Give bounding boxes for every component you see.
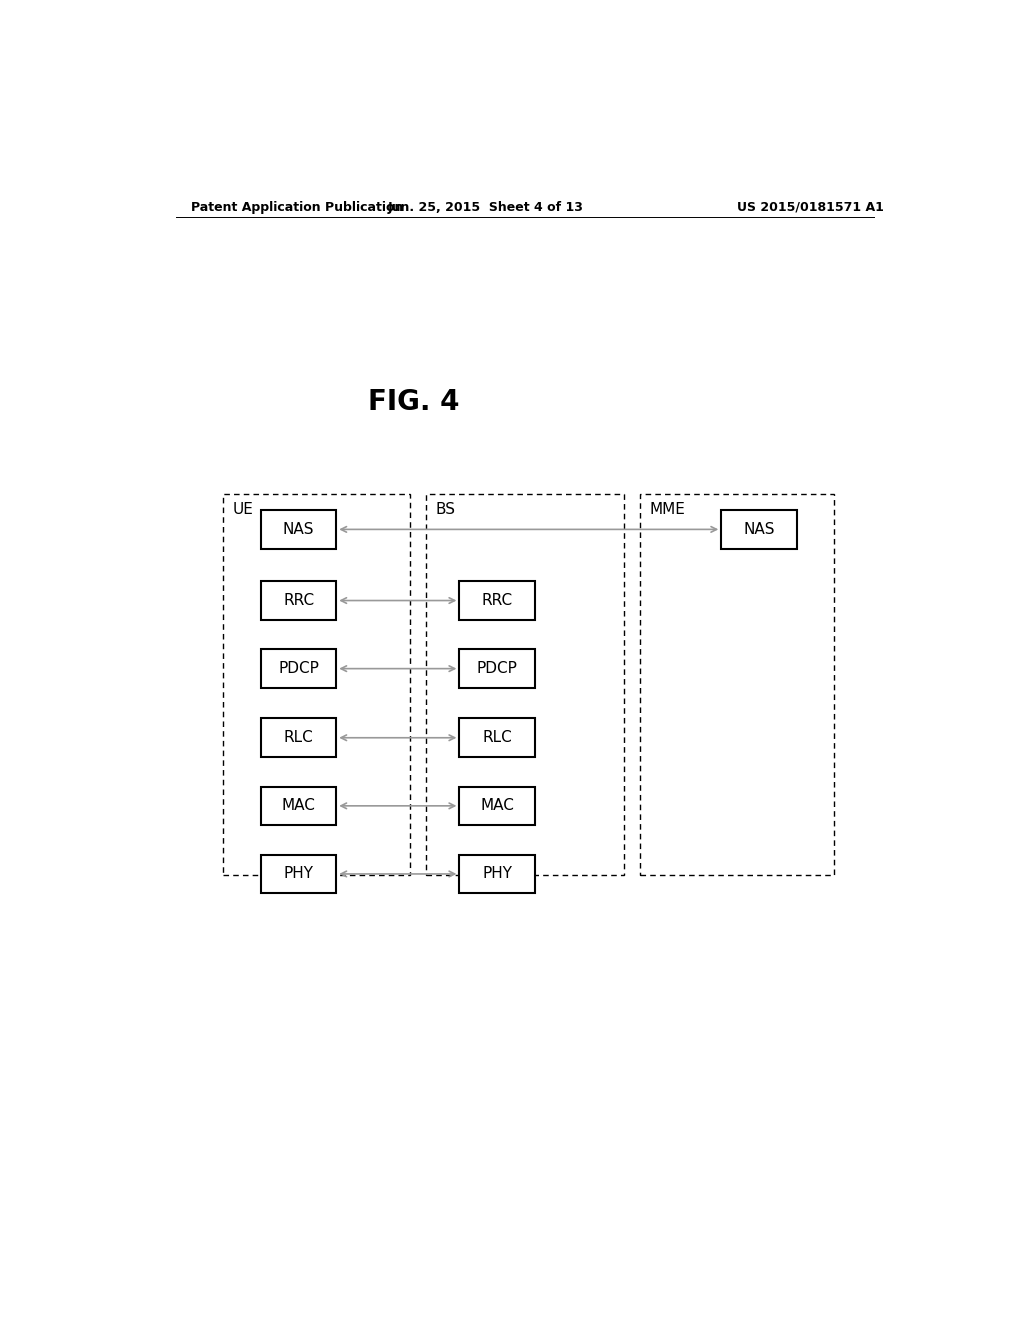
Text: RRC: RRC bbox=[481, 593, 513, 609]
Bar bbox=[261, 649, 336, 688]
Bar bbox=[640, 494, 835, 875]
Bar bbox=[261, 787, 336, 825]
Bar bbox=[261, 854, 336, 894]
Text: Patent Application Publication: Patent Application Publication bbox=[191, 201, 403, 214]
Bar bbox=[460, 787, 535, 825]
Text: BS: BS bbox=[435, 502, 455, 517]
Bar bbox=[261, 581, 336, 620]
Text: RLC: RLC bbox=[482, 730, 512, 746]
Bar bbox=[261, 718, 336, 758]
Text: PHY: PHY bbox=[482, 866, 512, 882]
Text: RLC: RLC bbox=[284, 730, 313, 746]
Text: PDCP: PDCP bbox=[476, 661, 517, 676]
Text: US 2015/0181571 A1: US 2015/0181571 A1 bbox=[737, 201, 884, 214]
Bar bbox=[223, 494, 410, 875]
Text: MAC: MAC bbox=[480, 799, 514, 813]
Text: NAS: NAS bbox=[283, 521, 314, 537]
Text: PHY: PHY bbox=[284, 866, 313, 882]
Bar bbox=[460, 854, 535, 894]
Bar bbox=[460, 718, 535, 758]
Bar bbox=[261, 510, 336, 549]
Text: UE: UE bbox=[232, 502, 254, 517]
Text: MME: MME bbox=[649, 502, 685, 517]
Text: RRC: RRC bbox=[283, 593, 314, 609]
Text: FIG. 4: FIG. 4 bbox=[368, 388, 460, 416]
Text: NAS: NAS bbox=[743, 521, 775, 537]
Bar bbox=[460, 649, 535, 688]
Bar bbox=[426, 494, 624, 875]
Text: MAC: MAC bbox=[282, 799, 315, 813]
Bar bbox=[460, 581, 535, 620]
Text: Jun. 25, 2015  Sheet 4 of 13: Jun. 25, 2015 Sheet 4 of 13 bbox=[387, 201, 583, 214]
Text: PDCP: PDCP bbox=[279, 661, 319, 676]
Bar bbox=[721, 510, 797, 549]
